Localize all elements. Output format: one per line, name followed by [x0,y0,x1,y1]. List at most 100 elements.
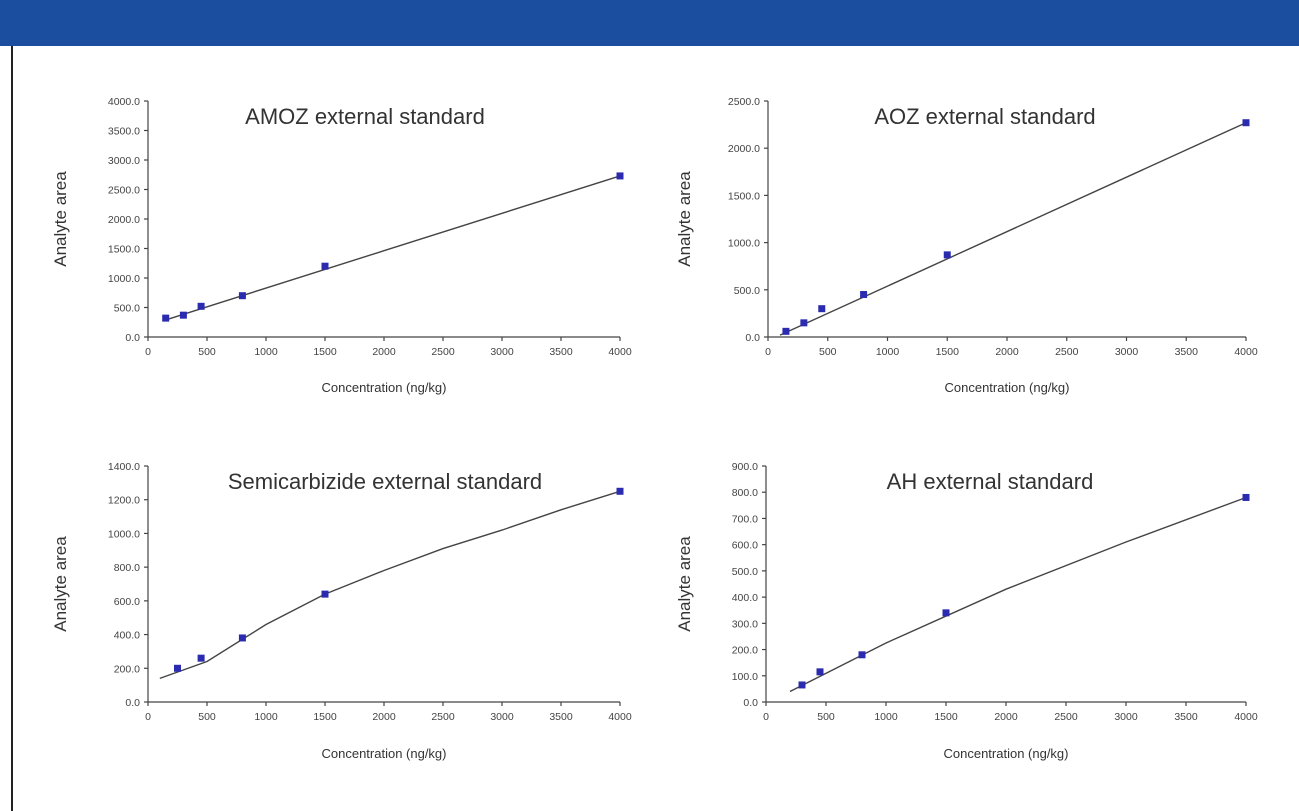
x-tick-label: 3000 [490,346,514,358]
y-tick-label: 2000.0 [728,143,760,155]
data-point [616,172,624,180]
data-point [816,668,824,676]
y-tick-label: 800.0 [732,487,758,499]
chart-title: AOZ external standard [874,104,1095,129]
y-tick-label: 900.0 [732,461,758,473]
x-tick-label: 0 [145,711,151,723]
y-tick-label: 200.0 [114,663,140,675]
x-tick-label: 2000 [994,711,1018,723]
x-tick-label: 2000 [372,711,396,723]
y-tick-label: 1500.0 [728,190,760,202]
y-tick-label: 2500.0 [108,185,140,197]
x-tick-label: 3500 [1174,711,1198,723]
data-point [818,305,826,313]
x-tick-label: 3000 [1114,711,1138,723]
data-point [197,302,205,310]
x-tick-label: 1500 [936,346,960,358]
x-tick-label: 3000 [1115,346,1139,358]
y-tick-label: 2500.0 [728,96,760,108]
x-tick-label: 1000 [254,346,278,358]
x-tick-label: 1500 [313,346,337,358]
data-point [238,292,246,300]
data-point [782,327,790,335]
header-bar [0,0,1299,46]
y-tick-label: 1500.0 [108,244,140,256]
x-tick-label: 2500 [431,346,455,358]
y-tick-label: 700.0 [732,513,758,525]
x-tick-label: 500 [819,346,837,358]
x-tick-label: 2500 [1054,711,1078,723]
y-tick-label: 0.0 [125,332,140,344]
data-point [858,651,866,659]
y-tick-label: 1000.0 [108,273,140,285]
chart-ah: AH external standard 0.0 100.0 200.0 300.0 40… [675,461,1258,761]
y-tick-label: 500.0 [114,303,140,315]
x-tick-label: 2000 [372,346,396,358]
x-axis-label: Concentration (ng/kg) [321,380,446,395]
y-tick-label: 300.0 [732,618,758,630]
data-point [943,251,951,259]
x-axis-label: Concentration (ng/kg) [943,746,1068,761]
chart-aoz: AOZ external standard 0.0 500.0 1000.0 1500.… [675,96,1258,395]
x-tick-label: 3000 [490,711,514,723]
y-axis-label: Analyte area [51,171,70,267]
y-tick-label: 0.0 [745,332,760,344]
trendline [789,496,1247,693]
x-tick-label: 0 [765,346,771,358]
x-axis-label: Concentration (ng/kg) [944,380,1069,395]
x-tick-label: 3500 [1175,346,1199,358]
y-tick-label: 500.0 [734,285,760,297]
x-tick-label: 1000 [254,711,278,723]
y-tick-label: 200.0 [732,645,758,657]
x-tick-label: 1000 [874,711,898,723]
chart-amoz: AMOZ external standard 0.0 500.0 1000.0 1500… [51,96,632,395]
x-tick-label: 500 [198,711,216,723]
x-tick-label: 4000 [1234,711,1258,723]
trendline [165,175,621,321]
y-tick-label: 1200.0 [108,495,140,507]
x-tick-label: 4000 [608,346,632,358]
y-tick-label: 500.0 [732,566,758,578]
y-tick-label: 400.0 [114,630,140,642]
y-axis-label: Analyte area [675,171,694,267]
data-point [942,609,950,617]
x-tick-label: 0 [763,711,769,723]
x-tick-label: 500 [817,711,835,723]
y-tick-label: 400.0 [732,592,758,604]
y-tick-label: 0.0 [125,697,140,709]
chart-title: Semicarbizide external standard [228,469,542,494]
data-point [321,262,329,270]
x-tick-label: 2500 [1055,346,1079,358]
chart-title: AH external standard [887,469,1094,494]
y-tick-label: 600.0 [114,596,140,608]
data-point [162,314,170,322]
chart-semicarbizide: Semicarbizide external standard 0.0 200.0 4… [51,461,632,761]
y-tick-label: 1000.0 [108,528,140,540]
x-axis-label: Concentration (ng/kg) [321,746,446,761]
x-tick-label: 2000 [995,346,1019,358]
y-axis-label: Analyte area [675,536,694,632]
data-point [1242,119,1250,127]
data-point [798,681,806,689]
x-tick-label: 2500 [431,711,455,723]
trendline [779,122,1247,336]
y-tick-label: 600.0 [732,540,758,552]
data-point [321,590,329,598]
y-tick-label: 2000.0 [108,214,140,226]
data-point [1242,493,1250,501]
data-point [174,664,181,672]
x-tick-label: 1000 [876,346,900,358]
x-tick-label: 3500 [549,711,573,723]
data-point [860,291,868,299]
y-tick-label: 100.0 [732,671,758,683]
y-tick-label: 1400.0 [108,461,140,473]
x-tick-label: 4000 [1234,346,1258,358]
chart-title: AMOZ external standard [245,104,485,129]
data-point [616,487,624,495]
data-point [238,634,246,642]
x-tick-label: 1500 [934,711,958,723]
x-tick-label: 0 [145,346,151,358]
x-tick-label: 1500 [313,711,337,723]
trendline [159,490,621,680]
